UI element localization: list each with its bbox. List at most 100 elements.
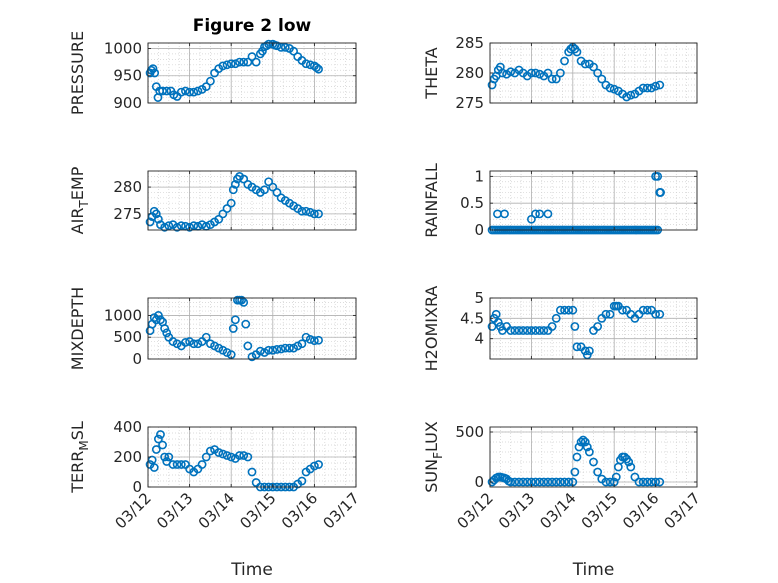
data-point — [655, 309, 665, 319]
data-point — [618, 305, 627, 315]
data-point — [514, 326, 524, 335]
data-point — [647, 83, 656, 93]
data-point — [527, 214, 536, 224]
data-point — [264, 39, 274, 49]
series-markers — [487, 42, 665, 102]
subplot-pressure: 900 950 1000 PRESSURE Figure 2 low — [68, 16, 357, 115]
data-point — [276, 42, 286, 52]
data-point — [228, 185, 238, 195]
subplot-rainfall: 0 0.5 1 RAINFALL — [422, 163, 698, 239]
data-point — [189, 339, 199, 349]
data-point — [535, 326, 545, 335]
y-axis-label: H2OMIXRA — [422, 286, 441, 372]
data-point — [147, 455, 157, 465]
data-point — [514, 477, 524, 487]
data-point — [522, 326, 532, 335]
data-point — [243, 341, 253, 351]
data-point — [560, 477, 569, 487]
data-point — [498, 68, 507, 78]
data-point — [153, 214, 163, 224]
data-point — [201, 82, 211, 92]
data-point — [156, 315, 165, 325]
data-point — [153, 434, 163, 444]
axes-box — [489, 426, 698, 488]
data-point — [235, 57, 244, 67]
y-tick-label: 950 — [113, 67, 142, 85]
y-tick-label: 275 — [455, 94, 484, 112]
data-point — [289, 46, 298, 56]
data-point — [647, 477, 656, 487]
data-point — [214, 214, 224, 224]
data-point — [158, 86, 167, 96]
data-point — [145, 217, 155, 227]
data-point — [185, 222, 194, 232]
data-point — [651, 81, 660, 91]
data-point — [160, 222, 170, 232]
data-point — [551, 313, 561, 323]
data-point — [272, 188, 282, 197]
data-point — [149, 463, 159, 472]
data-point — [164, 452, 174, 462]
data-point — [597, 74, 607, 84]
data-point — [301, 59, 311, 69]
data-point — [535, 477, 545, 487]
data-point — [510, 326, 520, 335]
data-point — [500, 209, 509, 219]
data-point — [570, 467, 580, 477]
data-point — [572, 47, 582, 57]
data-point — [642, 305, 652, 315]
data-point — [247, 467, 257, 477]
data-point — [309, 461, 319, 471]
data-point — [314, 64, 323, 74]
data-point — [156, 430, 165, 439]
data-point — [176, 460, 186, 469]
data-point — [626, 462, 636, 472]
data-point — [535, 209, 545, 219]
data-point — [547, 322, 557, 331]
data-point — [297, 339, 307, 349]
data-point — [185, 87, 194, 97]
y-tick-label: 1000 — [104, 39, 142, 57]
data-point — [555, 477, 565, 487]
data-point — [305, 334, 315, 344]
y-axis-label: AIRTEMP — [68, 166, 91, 234]
data-point — [172, 460, 182, 469]
data-point — [638, 305, 648, 315]
series-markers — [145, 39, 323, 102]
data-point — [305, 207, 315, 217]
data-point — [193, 86, 203, 96]
x-axis-label: Time — [572, 560, 615, 580]
data-point — [268, 182, 278, 192]
data-point — [564, 305, 574, 315]
y-tick-label: 4 — [474, 330, 484, 348]
data-point — [226, 198, 236, 208]
data-point — [247, 52, 257, 62]
data-point — [576, 437, 586, 447]
data-point — [522, 477, 532, 487]
y-tick-label: 0 — [132, 478, 142, 496]
y-axis-label-main: THETA — [422, 47, 441, 99]
data-point — [312, 63, 321, 72]
data-point — [487, 322, 497, 331]
y-axis-label-main: H2OMIXRA — [422, 286, 441, 372]
data-point — [243, 57, 253, 67]
data-point — [580, 59, 590, 69]
data-point — [551, 477, 561, 487]
data-point — [578, 435, 588, 445]
data-point — [172, 222, 182, 232]
data-point — [611, 472, 621, 482]
series-markers — [145, 171, 323, 232]
data-point — [214, 448, 224, 457]
data-point — [151, 445, 161, 454]
data-point — [226, 452, 236, 462]
data-point — [518, 326, 528, 335]
data-point — [555, 305, 565, 315]
data-point — [642, 477, 652, 487]
y-tick-label: 400 — [113, 418, 142, 436]
data-point — [272, 345, 282, 354]
data-point — [201, 452, 211, 462]
data-point — [230, 59, 240, 69]
data-point — [218, 61, 228, 71]
data-point — [239, 297, 249, 307]
